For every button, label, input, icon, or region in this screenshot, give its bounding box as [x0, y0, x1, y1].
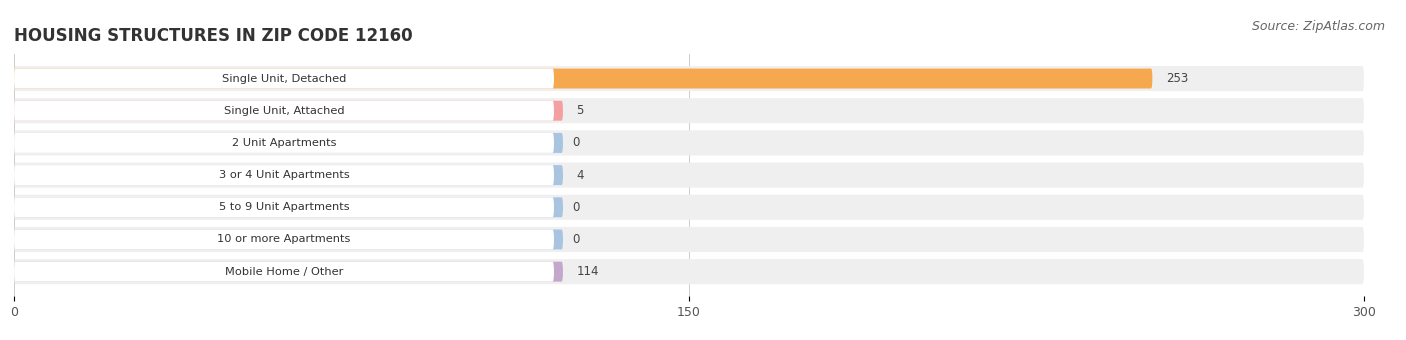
FancyBboxPatch shape [14, 163, 1364, 188]
Text: Single Unit, Detached: Single Unit, Detached [222, 73, 346, 84]
FancyBboxPatch shape [14, 165, 562, 185]
Text: 10 or more Apartments: 10 or more Apartments [218, 235, 350, 244]
FancyBboxPatch shape [14, 133, 562, 153]
FancyBboxPatch shape [14, 197, 554, 217]
FancyBboxPatch shape [14, 262, 554, 282]
FancyBboxPatch shape [14, 227, 1364, 252]
FancyBboxPatch shape [14, 98, 1364, 123]
Text: 114: 114 [576, 265, 599, 278]
FancyBboxPatch shape [14, 101, 562, 121]
FancyBboxPatch shape [14, 195, 1364, 220]
FancyBboxPatch shape [14, 259, 1364, 284]
Text: 4: 4 [576, 169, 583, 182]
FancyBboxPatch shape [14, 101, 554, 121]
Text: HOUSING STRUCTURES IN ZIP CODE 12160: HOUSING STRUCTURES IN ZIP CODE 12160 [14, 27, 413, 45]
Text: 5 to 9 Unit Apartments: 5 to 9 Unit Apartments [219, 202, 349, 212]
FancyBboxPatch shape [14, 230, 562, 250]
FancyBboxPatch shape [14, 165, 554, 185]
Text: 5: 5 [576, 104, 583, 117]
FancyBboxPatch shape [14, 69, 554, 88]
FancyBboxPatch shape [14, 133, 554, 153]
FancyBboxPatch shape [14, 262, 562, 282]
Text: Mobile Home / Other: Mobile Home / Other [225, 267, 343, 277]
FancyBboxPatch shape [14, 197, 562, 217]
Text: Source: ZipAtlas.com: Source: ZipAtlas.com [1251, 20, 1385, 33]
Text: 253: 253 [1166, 72, 1188, 85]
Text: 3 or 4 Unit Apartments: 3 or 4 Unit Apartments [219, 170, 349, 180]
Text: 2 Unit Apartments: 2 Unit Apartments [232, 138, 336, 148]
FancyBboxPatch shape [14, 66, 1364, 91]
Text: 0: 0 [572, 233, 579, 246]
FancyBboxPatch shape [14, 130, 1364, 155]
FancyBboxPatch shape [14, 230, 554, 250]
Text: 0: 0 [572, 201, 579, 214]
Text: 0: 0 [572, 136, 579, 149]
Text: Single Unit, Attached: Single Unit, Attached [224, 106, 344, 116]
FancyBboxPatch shape [14, 69, 1153, 88]
